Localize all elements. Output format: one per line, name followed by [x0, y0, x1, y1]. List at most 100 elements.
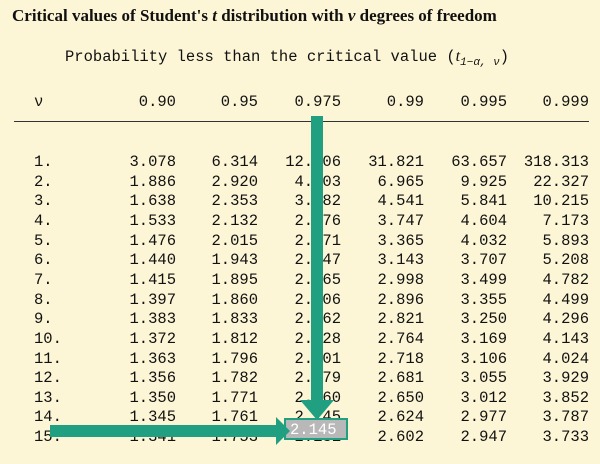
table-cell: 3.733: [542, 428, 589, 447]
table-cell: 3.106: [460, 349, 507, 368]
table-cell: 3.365: [377, 231, 424, 250]
table-cell: 1.363: [129, 349, 176, 368]
table-cell: 3.707: [460, 251, 507, 270]
table-cell: 4.024: [542, 349, 589, 368]
table-cell: 4.143: [542, 329, 589, 348]
table-cell: 1.415: [129, 270, 176, 289]
table-cell: 3.787: [542, 408, 589, 427]
row-df-label: 8.: [34, 290, 53, 309]
row-df-label: 6.: [34, 251, 53, 270]
table-cell: 2.681: [377, 369, 424, 388]
row-df-label: 2.: [34, 172, 53, 191]
table-cell: 63.657: [451, 153, 507, 171]
table-cell: 22.327: [533, 172, 589, 191]
table-cell: 6.965: [377, 172, 424, 191]
table-cell: 3.355: [460, 290, 507, 309]
table-cell: 1.533: [129, 211, 176, 230]
row-df-label: 1.: [34, 153, 53, 171]
table-cell: 2.132: [211, 211, 258, 230]
table-cell: 1.943: [211, 251, 258, 270]
row-df-label: 3.: [34, 192, 53, 211]
table-cell: 5.893: [542, 231, 589, 250]
table-cell: 2.920: [211, 172, 258, 191]
table-cell: 6.314: [211, 153, 258, 171]
page-title: Critical values of Student's t distribut…: [12, 6, 497, 25]
table-cell: 1.345: [129, 408, 176, 427]
table-cell: 2.764: [377, 329, 424, 348]
table-cell: 9.925: [460, 172, 507, 191]
header-prob-0.975: 0.975: [294, 93, 341, 111]
table-cell: 1.350: [129, 388, 176, 407]
row-df-label: 12.: [34, 369, 62, 388]
table-cell: 10.215: [533, 192, 589, 211]
table-cell: 1.476: [129, 231, 176, 250]
row-df-label: 4.: [34, 211, 53, 230]
table-cell: 4.296: [542, 310, 589, 329]
table-cell: 3.929: [542, 369, 589, 388]
row-df-label: 11.: [34, 349, 62, 368]
table-cell: 2.977: [460, 408, 507, 427]
header-divider: [14, 121, 589, 122]
row-df-label: 13.: [34, 388, 62, 407]
table-cell: 1.440: [129, 251, 176, 270]
row-df-label: 5.: [34, 231, 53, 250]
table-cell: 2.353: [211, 192, 258, 211]
row-df-label: 9.: [34, 310, 53, 329]
header-prob-0.995: 0.995: [460, 93, 507, 111]
table-cell: 3.250: [460, 310, 507, 329]
table-cell: 1.771: [211, 388, 258, 407]
table-cell: 2.821: [377, 310, 424, 329]
table-cell: 1.833: [211, 310, 258, 329]
table-cell: 1.638: [129, 192, 176, 211]
table-cell: 1.895: [211, 270, 258, 289]
table-cell: 1.812: [211, 329, 258, 348]
row-df-label: 7.: [34, 270, 53, 289]
table-cell: 4.541: [377, 192, 424, 211]
table-cell: 2.624: [377, 408, 424, 427]
table-cell: 3.499: [460, 270, 507, 289]
table-cell: 4.782: [542, 270, 589, 289]
table-cell: 1.860: [211, 290, 258, 309]
header-prob-0.999: 0.999: [542, 93, 589, 111]
table-cell: 2.947: [460, 428, 507, 447]
table-cell: 2.650: [377, 388, 424, 407]
table-cell: 3.169: [460, 329, 507, 348]
table-cell: 2.602: [377, 428, 424, 447]
table-cell: 1.796: [211, 349, 258, 368]
table-cell: 318.313: [523, 153, 589, 171]
table-cell: 7.173: [542, 211, 589, 230]
header-prob-0.90: 0.90: [138, 93, 176, 111]
table-cell: 2.015: [211, 231, 258, 250]
table-cell: 5.208: [542, 251, 589, 270]
row-df-label: 14.: [34, 408, 62, 427]
table-cell: 1.761: [211, 408, 258, 427]
table-cell: 4.604: [460, 211, 507, 230]
table-cell: 2.896: [377, 290, 424, 309]
table-cell: 3.078: [129, 153, 176, 171]
table-cell: 2.998: [377, 270, 424, 289]
table-cell: 1.782: [211, 369, 258, 388]
header-nu: ν: [34, 93, 44, 111]
table-cell: 2.718: [377, 349, 424, 368]
table-cell: 1.372: [129, 329, 176, 348]
table-cell: 4.499: [542, 290, 589, 309]
highlighted-cell: 2.145: [284, 418, 348, 440]
table-cell: 3.012: [460, 388, 507, 407]
right-arrow-icon: [50, 417, 290, 445]
table-cell: 1.886: [129, 172, 176, 191]
table-cell: 4.032: [460, 231, 507, 250]
table-cell: 3.852: [542, 388, 589, 407]
table-cell: 31.821: [368, 153, 424, 171]
row-df-label: 10.: [34, 329, 62, 348]
table-cell: 1.356: [129, 369, 176, 388]
table-cell: 3.143: [377, 251, 424, 270]
